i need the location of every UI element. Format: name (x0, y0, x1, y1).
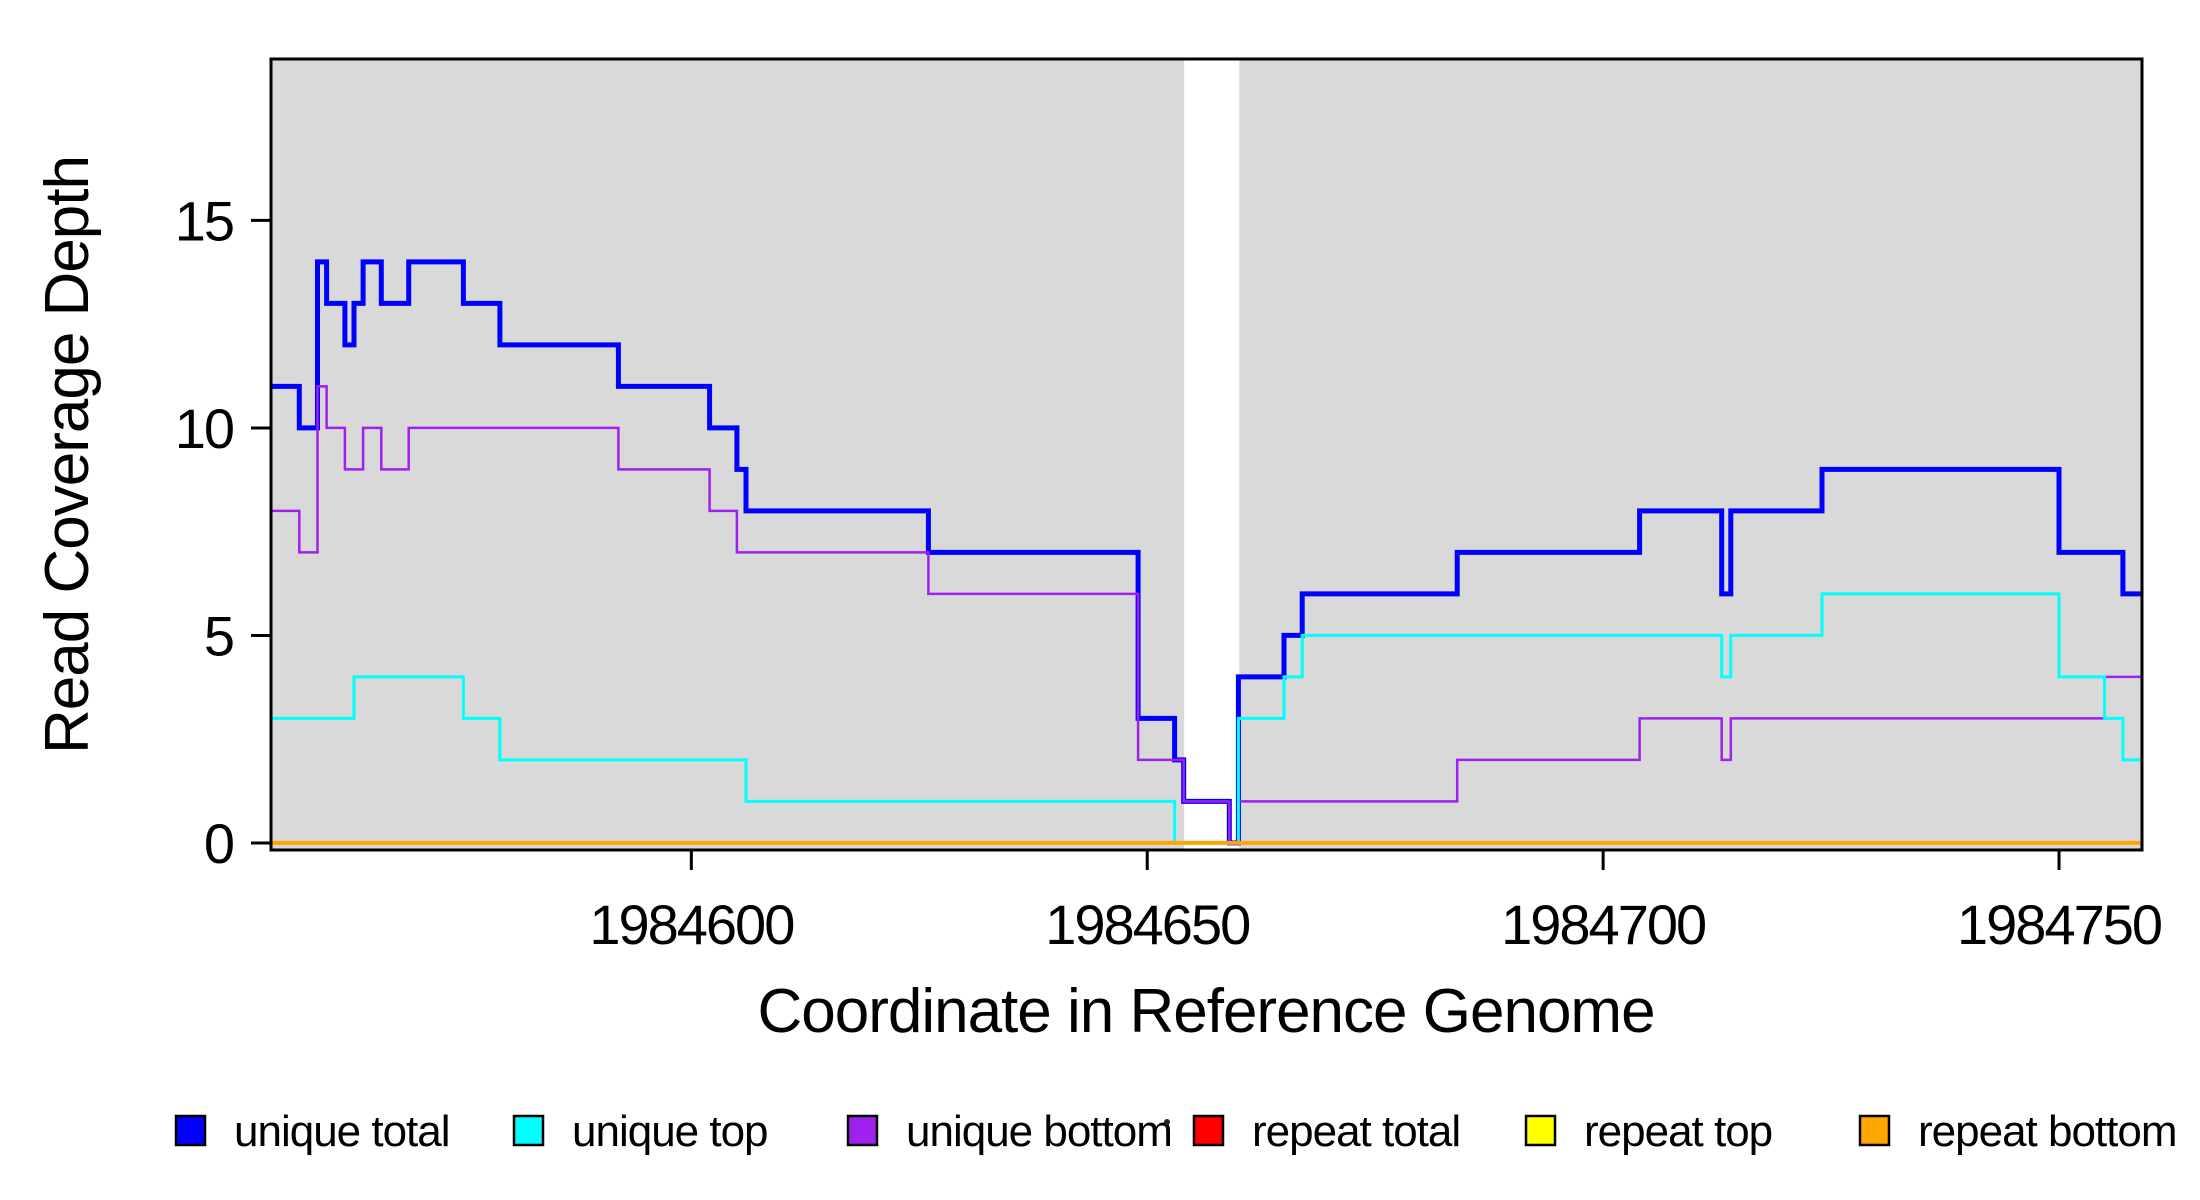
y-tick-label: 5 (204, 604, 233, 667)
legend-swatch-unique-total (174, 1114, 207, 1147)
y-tick-label: 10 (175, 397, 233, 460)
legend-swatch-unique-top (512, 1114, 545, 1147)
no-coverage-gap-band (1184, 60, 1240, 849)
y-tick-label: 0 (204, 812, 233, 875)
legend-item-unique-top: unique top (512, 1107, 769, 1156)
series-line-unique-top (271, 592, 2142, 845)
x-axis: 1984600 1984650 1984700 1984750 (589, 850, 2163, 956)
legend-item-unique-total: unique total (174, 1107, 451, 1156)
legend-item-repeat-total: repeat total (1192, 1107, 1461, 1156)
legend-label-unique-top: unique top (572, 1107, 768, 1156)
x-tick-label: 1984650 (1045, 893, 1249, 956)
series-line-unique-total (271, 259, 2142, 846)
x-tick-label: 1984750 (1957, 893, 2161, 956)
legend-item-unique-bottom: unique bottom (846, 1107, 1173, 1156)
legend-label-unique-total: unique total (234, 1107, 450, 1156)
legend-label-repeat-bottom: repeat bottom (1918, 1107, 2177, 1156)
legend-label-unique-bottom: unique bottom (906, 1107, 1172, 1156)
legend-label-repeat-top: repeat top (1584, 1107, 1772, 1156)
legend-swatch-repeat-total (1192, 1114, 1225, 1147)
plot-frame (269, 57, 2144, 852)
legend-stray-dot (1164, 1119, 1170, 1125)
x-tick-label: 1984600 (589, 893, 793, 956)
legend-label-repeat-total: repeat total (1252, 1107, 1460, 1156)
legend-item-repeat-bottom: repeat bottom (1858, 1107, 2178, 1156)
legend-swatch-repeat-top (1524, 1114, 1557, 1147)
legend-swatch-unique-bottom (846, 1114, 879, 1147)
legend-item-repeat-top: repeat top (1524, 1107, 1773, 1156)
y-axis-title: Read Coverage Depth (33, 156, 102, 754)
legend-swatch-repeat-bottom (1858, 1114, 1891, 1147)
y-axis: 0 5 10 15 (175, 189, 271, 875)
legend: unique total unique top unique bottom re… (174, 1107, 2178, 1156)
series-lines (271, 259, 2142, 846)
x-tick-label: 1984700 (1501, 893, 1705, 956)
x-axis-title: Coordinate in Reference Genome (757, 977, 1654, 1046)
series-line-unique-bottom (271, 385, 2142, 845)
y-tick-label: 15 (175, 189, 233, 252)
